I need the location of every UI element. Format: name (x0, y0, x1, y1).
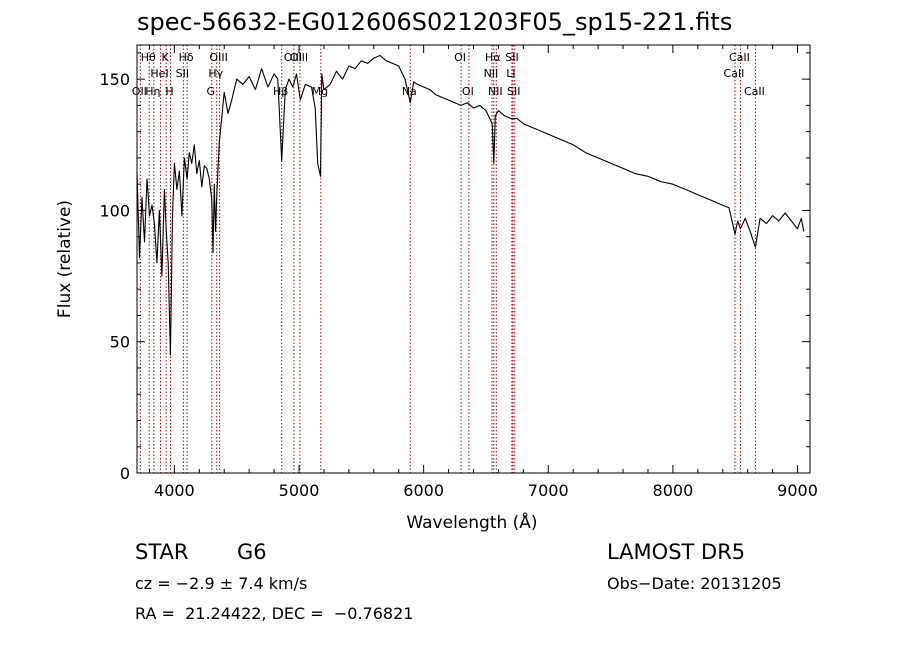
x-tick-label: 7000 (528, 481, 569, 500)
line-marker-label: CaII (729, 51, 750, 64)
object-class: STAR (135, 540, 189, 564)
line-marker-label: K (162, 51, 170, 64)
x-tick-label: 9000 (777, 481, 818, 500)
y-tick-label: 50 (110, 333, 130, 352)
line-marker-label: SII (505, 51, 518, 64)
coordinates: RA = 21.24422, DEC = −0.76821 (135, 604, 414, 623)
x-tick-label: 8000 (653, 481, 694, 500)
x-tick-label: 6000 (403, 481, 444, 500)
line-marker-label: Hγ (208, 67, 223, 80)
line-marker-label: H (165, 85, 173, 98)
line-marker-label: OI (454, 51, 466, 64)
line-marker-label: CaII (724, 67, 745, 80)
line-marker-label: OIII (290, 51, 308, 64)
axes: 4000 5000 6000 7000 8000 9000 0 50 100 150 (99, 45, 818, 500)
line-marker-label: Hβ (273, 85, 288, 98)
y-tick-label: 150 (99, 70, 130, 89)
line-marker-label: Hθ (141, 51, 156, 64)
line-marker-label: CaII (744, 85, 765, 98)
line-marker-label: G (207, 85, 216, 98)
line-marker-label: Hη (145, 85, 160, 98)
emission-line-markers (139, 45, 756, 473)
obs-date: Obs−Date: 20131205 (607, 574, 782, 593)
line-marker-label: OIII (209, 51, 227, 64)
line-marker-label: NII (484, 67, 499, 80)
x-tick-label: 5000 (279, 481, 320, 500)
line-marker-label: Mg (312, 85, 328, 98)
line-marker-label: Li (506, 67, 515, 80)
line-marker-label: OII (132, 85, 147, 98)
line-marker-label: HeI (150, 67, 168, 80)
plot-frame (136, 44, 811, 474)
line-marker-label: OI (462, 85, 474, 98)
line-marker-label: Hδ (179, 51, 194, 64)
x-axis-label: Wavelength (Å) (406, 511, 537, 533)
spectrum-line (136, 54, 805, 356)
line-marker-label: Na (402, 85, 417, 98)
y-tick-label: 100 (99, 201, 130, 220)
x-tick-label: 4000 (154, 481, 195, 500)
chart-title: spec-56632-EG012606S021203F05_sp15-221.f… (137, 8, 733, 36)
line-marker-label: OIII (284, 51, 302, 64)
y-axis-label: Flux (relative) (55, 200, 75, 318)
redshift-text: cz = −2.9 ± 7.4 km/s (135, 574, 308, 593)
survey-name: LAMOST DR5 (607, 540, 746, 564)
line-marker-label: SII (176, 67, 189, 80)
line-marker-label: NII (488, 85, 503, 98)
line-marker-label: Hα (485, 51, 501, 64)
line-marker-label: SII (507, 85, 520, 98)
subclass: G6 (237, 540, 267, 564)
y-tick-label: 0 (120, 464, 130, 483)
